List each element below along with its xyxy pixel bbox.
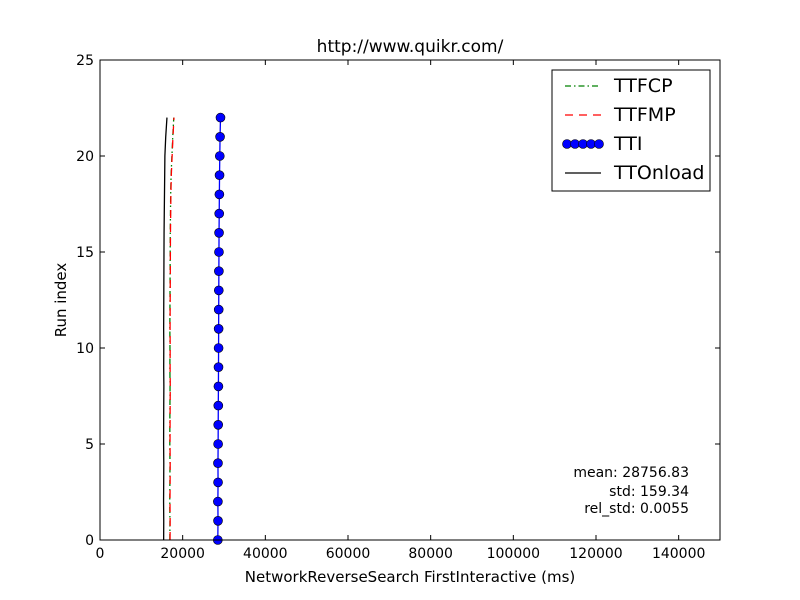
y-axis-ticks: 0 5 10 15 20 25: [76, 53, 720, 549]
series-point-tti: [213, 458, 223, 469]
x-axis-ticks: 0 20000 40000 60000 80000 100000 120000 140000: [96, 60, 705, 562]
x-tick-label: 100000: [487, 546, 540, 562]
chart-title: http://www.quikr.com/: [317, 37, 504, 57]
series-point-tti: [213, 362, 224, 373]
legend-swatch-tti: [562, 139, 604, 149]
x-tick-label: 80000: [408, 546, 453, 562]
series-point-tti: [214, 247, 224, 257]
series-point-tti: [213, 381, 224, 392]
series-point-tti: [213, 477, 223, 488]
series-point-tti: [215, 132, 225, 142]
series-point-tti: [213, 323, 224, 334]
stats-mean: mean: 28756.83: [573, 465, 689, 481]
legend-label-ttfcp: TTFCP: [613, 75, 673, 97]
x-axis-label: NetworkReverseSearch FirstInteractive (m…: [245, 568, 576, 586]
x-tick-label: 120000: [569, 546, 622, 562]
legend-label-tti: TTI: [613, 133, 642, 155]
legend: TTFCP TTFMP TTI TTOnload: [551, 69, 711, 192]
stats-rel-std: rel_std: 0.0055: [584, 501, 689, 517]
series-point-tti: [214, 170, 225, 180]
y-tick-label: 15: [76, 245, 94, 261]
series-layer: [162, 112, 226, 545]
y-tick-label: 0: [85, 533, 94, 549]
series-point-tti: [213, 439, 223, 449]
series-point-tti: [213, 304, 224, 315]
series-point-tti: [214, 266, 224, 277]
y-tick-label: 25: [76, 53, 94, 69]
series-line-ttfmp: [169, 117, 175, 541]
series-line-ttonload: [162, 117, 168, 541]
series-point-tti: [213, 400, 224, 411]
x-tick-label: 60000: [326, 546, 371, 562]
series-point-tti: [213, 285, 224, 296]
legend-box: [551, 69, 711, 192]
y-tick-label: 20: [76, 149, 94, 165]
series-point-tti: [213, 515, 223, 526]
series-point-tti: [214, 189, 225, 200]
stats-std: std: 159.34: [609, 484, 689, 500]
series-point-tti: [214, 208, 225, 219]
y-tick-label: 10: [76, 341, 94, 357]
series-point-tti: [214, 228, 224, 238]
legend-label-ttonload: TTOnload: [613, 162, 704, 184]
y-tick-label: 5: [85, 437, 94, 453]
series-point-tti: [213, 343, 224, 353]
series-point-tti: [214, 151, 225, 161]
series-point-tti: [213, 496, 223, 507]
x-tick-label: 140000: [652, 546, 705, 562]
legend-label-ttfmp: TTFMP: [613, 104, 676, 126]
y-axis-label: Run index: [52, 263, 70, 338]
plot-frame: [99, 59, 721, 541]
x-tick-label: 20000: [160, 546, 205, 562]
series-point-tti: [215, 112, 226, 123]
x-tick-label: 40000: [243, 546, 288, 562]
x-tick-label: 0: [96, 546, 105, 562]
series-point-tti: [213, 419, 224, 430]
